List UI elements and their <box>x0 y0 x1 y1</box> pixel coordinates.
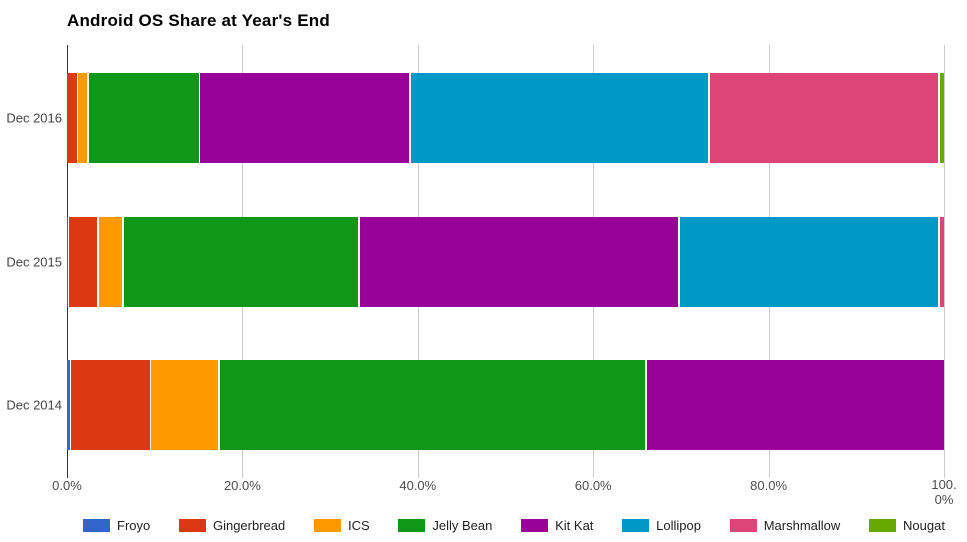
legend-item-froyo: Froyo <box>83 518 150 533</box>
legend-swatch-gingerbread <box>178 519 206 532</box>
legend-item-kit-kat: Kit Kat <box>521 518 593 533</box>
legend-label: Marshmallow <box>763 518 841 533</box>
legend-item-gingerbread: Gingerbread <box>178 518 286 533</box>
bar-segment-ics[interactable] <box>78 73 88 163</box>
bar-segment-ics[interactable] <box>151 360 218 450</box>
bar-segment-lollipop[interactable] <box>410 73 709 163</box>
legend-item-nougat: Nougat <box>869 518 945 533</box>
bar-segment-marshmallow[interactable] <box>709 73 938 163</box>
bar-segment-jelly-bean[interactable] <box>219 360 646 450</box>
bar-segment-froyo[interactable] <box>67 216 68 307</box>
y-axis-label-dec-2015: Dec 2015 <box>6 254 62 269</box>
x-axis-tick-label: 20.0% <box>223 478 261 493</box>
legend-item-marshmallow: Marshmallow <box>729 518 841 533</box>
legend-label: Gingerbread <box>212 518 286 533</box>
bar-segment-marshmallow[interactable] <box>939 216 944 307</box>
bar-segment-jelly-bean[interactable] <box>88 73 199 163</box>
legend-swatch-kit-kat <box>521 519 549 532</box>
bar-dec-2016 <box>67 73 944 163</box>
legend-item-lollipop: Lollipop <box>622 518 701 533</box>
x-axis-tick-label: 100.0% <box>931 477 957 507</box>
bar-dec-2015 <box>67 216 944 307</box>
legend-label: Kit Kat <box>555 518 594 533</box>
bar-segment-gingerbread[interactable] <box>67 73 77 163</box>
y-axis-label-dec-2016: Dec 2016 <box>6 110 62 126</box>
legend-swatch-marshmallow <box>729 519 757 532</box>
bar-segment-froyo[interactable] <box>67 360 70 450</box>
legend-item-jelly-bean: Jelly Bean <box>398 518 492 533</box>
legend-label: Jelly Bean <box>432 518 493 533</box>
y-axis-label-dec-2014: Dec 2014 <box>6 397 62 413</box>
legend-swatch-nougat <box>869 519 897 532</box>
legend-item-ics: ICS <box>313 518 370 533</box>
bar-segment-froyo[interactable] <box>67 73 68 163</box>
bar-segment-ics[interactable] <box>98 216 123 307</box>
bar-segment-gingerbread[interactable] <box>68 216 97 307</box>
bar-segment-jelly-bean[interactable] <box>124 216 359 307</box>
legend-label: Nougat <box>903 518 945 533</box>
x-axis-tick-label: 80.0% <box>750 478 788 493</box>
plot-area <box>67 45 945 478</box>
legend-swatch-lollipop <box>622 519 650 532</box>
bar-segment-kit-kat[interactable] <box>646 360 944 450</box>
legend-label: ICS <box>347 518 370 533</box>
legend-swatch-jelly-bean <box>398 519 426 532</box>
x-axis-tick-label: 0.0% <box>52 478 82 493</box>
chart-title: Android OS Share at Year's End <box>67 11 330 30</box>
legend-label: Froyo <box>117 518 151 533</box>
x-gridline <box>944 45 945 478</box>
legend: Froyo Gingerbread ICS Jelly Bean Kit Kat Loll… <box>83 518 945 533</box>
x-axis-tick-label: 40.0% <box>399 478 437 493</box>
bar-segment-nougat[interactable] <box>939 73 944 163</box>
bar-dec-2014 <box>67 360 944 450</box>
x-axis-tick-label: 60.0% <box>574 478 612 493</box>
legend-swatch-froyo <box>83 519 110 532</box>
bar-segment-gingerbread[interactable] <box>71 360 150 450</box>
legend-label: Lollipop <box>656 518 701 533</box>
bar-segment-kit-kat[interactable] <box>200 73 410 163</box>
legend-swatch-ics <box>313 519 341 532</box>
bar-segment-kit-kat[interactable] <box>359 216 679 307</box>
bar-segment-lollipop[interactable] <box>680 216 938 307</box>
